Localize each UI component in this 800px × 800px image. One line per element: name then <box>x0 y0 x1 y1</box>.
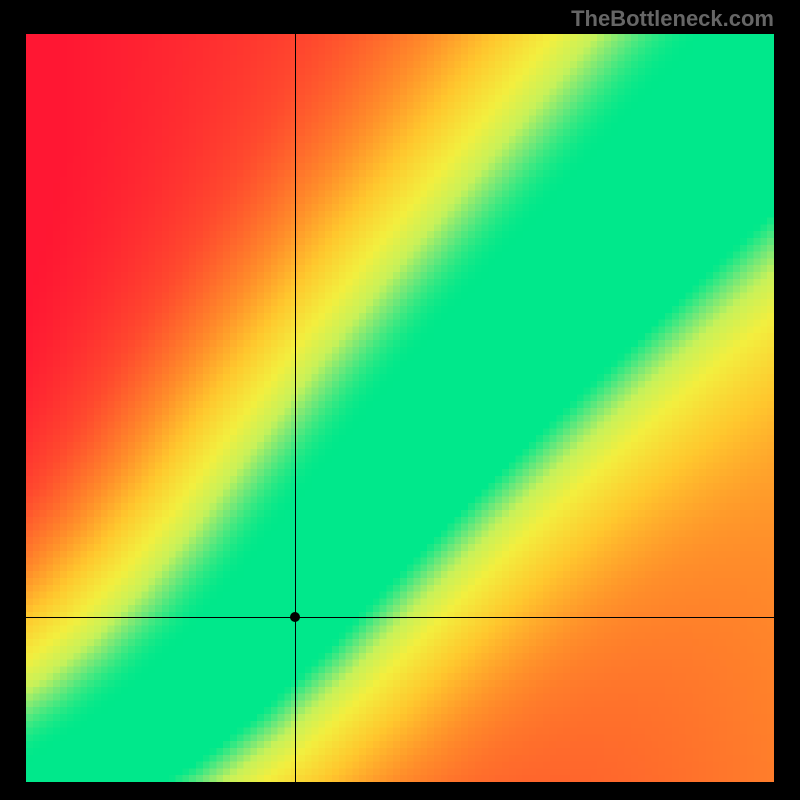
root: TheBottleneck.com <box>0 0 800 800</box>
crosshair-vertical <box>295 34 296 782</box>
heatmap-canvas <box>26 34 774 782</box>
crosshair-marker <box>290 612 300 622</box>
heatmap-plot <box>26 34 774 782</box>
crosshair-horizontal <box>26 617 774 618</box>
attribution-label: TheBottleneck.com <box>571 6 774 32</box>
